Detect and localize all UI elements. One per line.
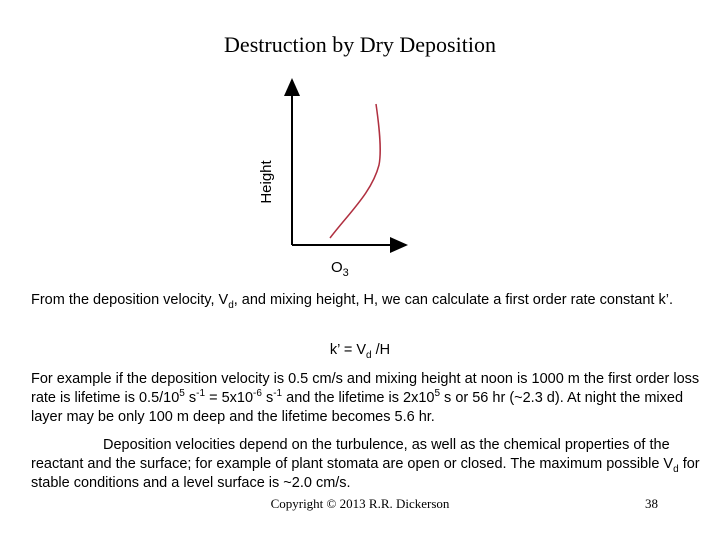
superscript: -1 — [273, 388, 283, 400]
page-number: 38 — [645, 496, 658, 511]
subscript: d — [228, 299, 234, 311]
superscript: -6 — [253, 388, 262, 400]
subscript: d — [366, 349, 372, 361]
text-run: s or 56 hr (~2.3 d). At night the mixed … — [31, 390, 684, 425]
text-run: , and mixing height, H, we can calculate… — [233, 292, 673, 308]
text-run: s — [261, 390, 274, 406]
profile-curve — [329, 103, 381, 239]
copyright: Copyright © 2013 R.R. Dickerson — [270, 496, 450, 511]
x-label-text: O — [331, 259, 343, 276]
x-label-subscript: 3 — [343, 267, 349, 279]
formula: k’ = Vd /H — [0, 341, 720, 360]
subscript: d — [673, 463, 679, 475]
x-axis-label: O3 — [331, 259, 349, 279]
diagram: Height O3 — [258, 78, 408, 279]
slide-title: Destruction by Dry Deposition — [224, 32, 496, 57]
superscript: -1 — [196, 388, 206, 400]
y-axis-label: Height — [258, 159, 275, 203]
paragraph: Deposition velocities depend on the turb… — [31, 436, 703, 493]
text-run: For example if the deposition velocity i… — [31, 371, 700, 406]
paragraph: For example if the deposition velocity i… — [31, 370, 703, 427]
text-run: From the deposition velocity, V — [31, 292, 229, 308]
text-run: for stable conditions and a level surfac… — [31, 456, 700, 491]
text-run: k’ = V — [329, 342, 367, 358]
text-run: /H — [371, 342, 391, 358]
superscript: 5 — [434, 388, 441, 400]
paragraph: From the deposition velocity, Vd, and mi… — [31, 291, 703, 310]
text-run: = 5x10 — [205, 390, 254, 406]
text-run: and the lifetime is 2x10 — [282, 390, 435, 406]
text-run: Deposition velocities depend on the turb… — [31, 437, 674, 472]
superscript: 5 — [179, 388, 185, 400]
text-run: s — [184, 390, 197, 406]
